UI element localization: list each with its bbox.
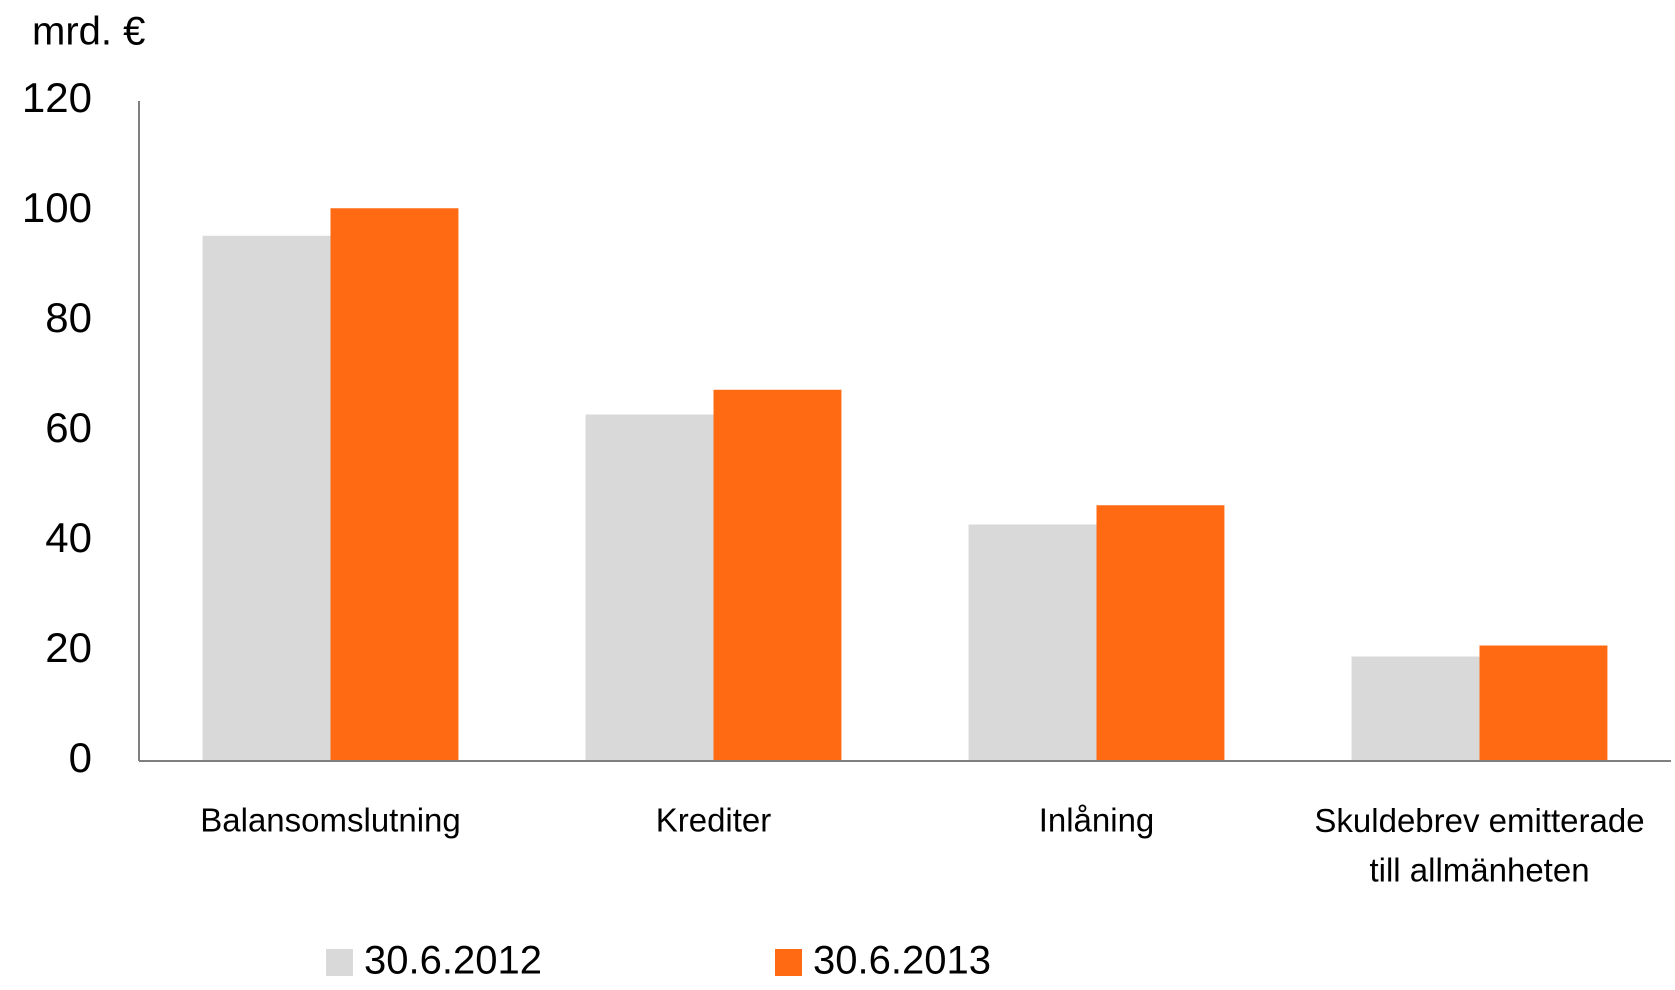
x-tick-label: Skuldebrev emitterade till allmänheten — [1314, 802, 1644, 889]
y-tick-label: 20 — [45, 624, 92, 671]
y-tick-label: 120 — [22, 74, 92, 121]
legend-swatch — [775, 949, 802, 976]
y-axis-label: mrd. € — [32, 10, 145, 54]
bar — [1479, 645, 1608, 761]
bar — [1096, 505, 1225, 761]
x-tick-label: Krediter — [656, 802, 772, 839]
bar — [202, 235, 331, 761]
legend-label: 30.6.2012 — [364, 939, 542, 983]
bar — [968, 524, 1097, 761]
bar — [330, 208, 459, 761]
bar — [713, 389, 842, 761]
y-tick-label: 0 — [69, 734, 92, 781]
legend-label: 30.6.2013 — [813, 939, 991, 983]
y-tick-label: 60 — [45, 404, 92, 451]
x-tick-label: Inlåning — [1039, 802, 1155, 839]
legend-swatch — [326, 949, 353, 976]
y-tick-label: 80 — [45, 294, 92, 341]
x-tick-label: Balansomslutning — [200, 802, 461, 839]
y-tick-label: 40 — [45, 514, 92, 561]
y-tick-label: 100 — [22, 184, 92, 231]
bar — [585, 414, 714, 761]
bar — [1351, 656, 1480, 761]
